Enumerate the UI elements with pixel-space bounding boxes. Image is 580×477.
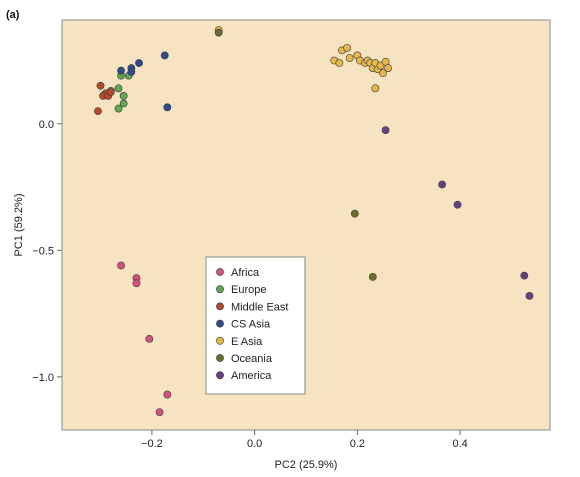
data-point (160, 51, 169, 60)
y-axis: 0.0 −0.5 −1.0 (32, 119, 62, 384)
legend-swatch (216, 354, 224, 362)
y-tick-label: −0.5 (32, 245, 54, 257)
data-point (525, 291, 534, 300)
legend-swatch (216, 319, 224, 328)
legend-swatch (216, 285, 224, 294)
legend: Africa Europe Middle East CS Asia E Asia Ocea… (205, 256, 306, 395)
data-point (119, 99, 128, 108)
data-point (350, 209, 359, 218)
x-tick-label: −0.2 (141, 438, 163, 450)
series-middle-east (94, 81, 115, 116)
legend-label: Oceania (231, 353, 273, 365)
data-point (132, 279, 141, 288)
legend-label: Middle East (231, 301, 288, 313)
data-point (117, 261, 125, 270)
data-point (368, 272, 377, 281)
x-tick-label: 0.0 (247, 438, 262, 450)
data-point (119, 92, 128, 100)
y-tick-label: 0.0 (39, 119, 54, 131)
data-point (127, 67, 136, 76)
legend-label: Africa (231, 267, 260, 279)
data-point (117, 66, 125, 75)
legend-swatch (216, 371, 224, 380)
legend-label: Europe (231, 284, 266, 296)
data-point (379, 69, 387, 78)
data-points (94, 26, 534, 417)
data-point (163, 103, 172, 112)
data-point (438, 180, 447, 189)
series-cs-asia (117, 51, 172, 112)
data-point (114, 104, 123, 113)
legend-items: Africa Europe Middle East CS Asia E Asia Ocea… (216, 267, 288, 382)
y-tick-label: −1.0 (32, 372, 54, 384)
data-point (94, 107, 102, 116)
legend-swatch (216, 302, 224, 311)
data-point (520, 271, 529, 280)
data-point (163, 390, 172, 399)
data-point (155, 408, 164, 417)
data-point (384, 64, 393, 72)
data-point (335, 59, 344, 67)
x-axis-label: PC2 (25.9%) (275, 459, 338, 471)
plot-area (61, 19, 551, 431)
data-point (145, 334, 154, 343)
series-america (381, 126, 534, 300)
y-axis-label: PC1 (59.2%) (13, 194, 25, 257)
data-point (106, 88, 115, 97)
x-tick-label: 0.2 (350, 438, 365, 450)
x-axis: −0.2 0.0 0.2 0.4 (141, 430, 468, 450)
data-point (135, 59, 143, 67)
legend-label: CS Asia (231, 319, 271, 331)
data-point (114, 84, 123, 93)
legend-swatch (216, 268, 224, 276)
data-point (345, 54, 354, 62)
series-oceania (214, 28, 377, 281)
x-tick-label: 0.4 (452, 438, 467, 450)
series-africa (117, 261, 172, 417)
data-point (343, 43, 351, 52)
legend-label: E Asia (231, 336, 263, 348)
data-point (214, 28, 223, 37)
data-point (96, 81, 105, 90)
data-point (371, 84, 380, 93)
data-point (453, 200, 462, 209)
data-point (381, 126, 390, 134)
legend-label: America (231, 370, 272, 382)
series-europe (106, 71, 133, 113)
legend-swatch (216, 336, 224, 345)
panel-label: (a) (6, 9, 20, 21)
